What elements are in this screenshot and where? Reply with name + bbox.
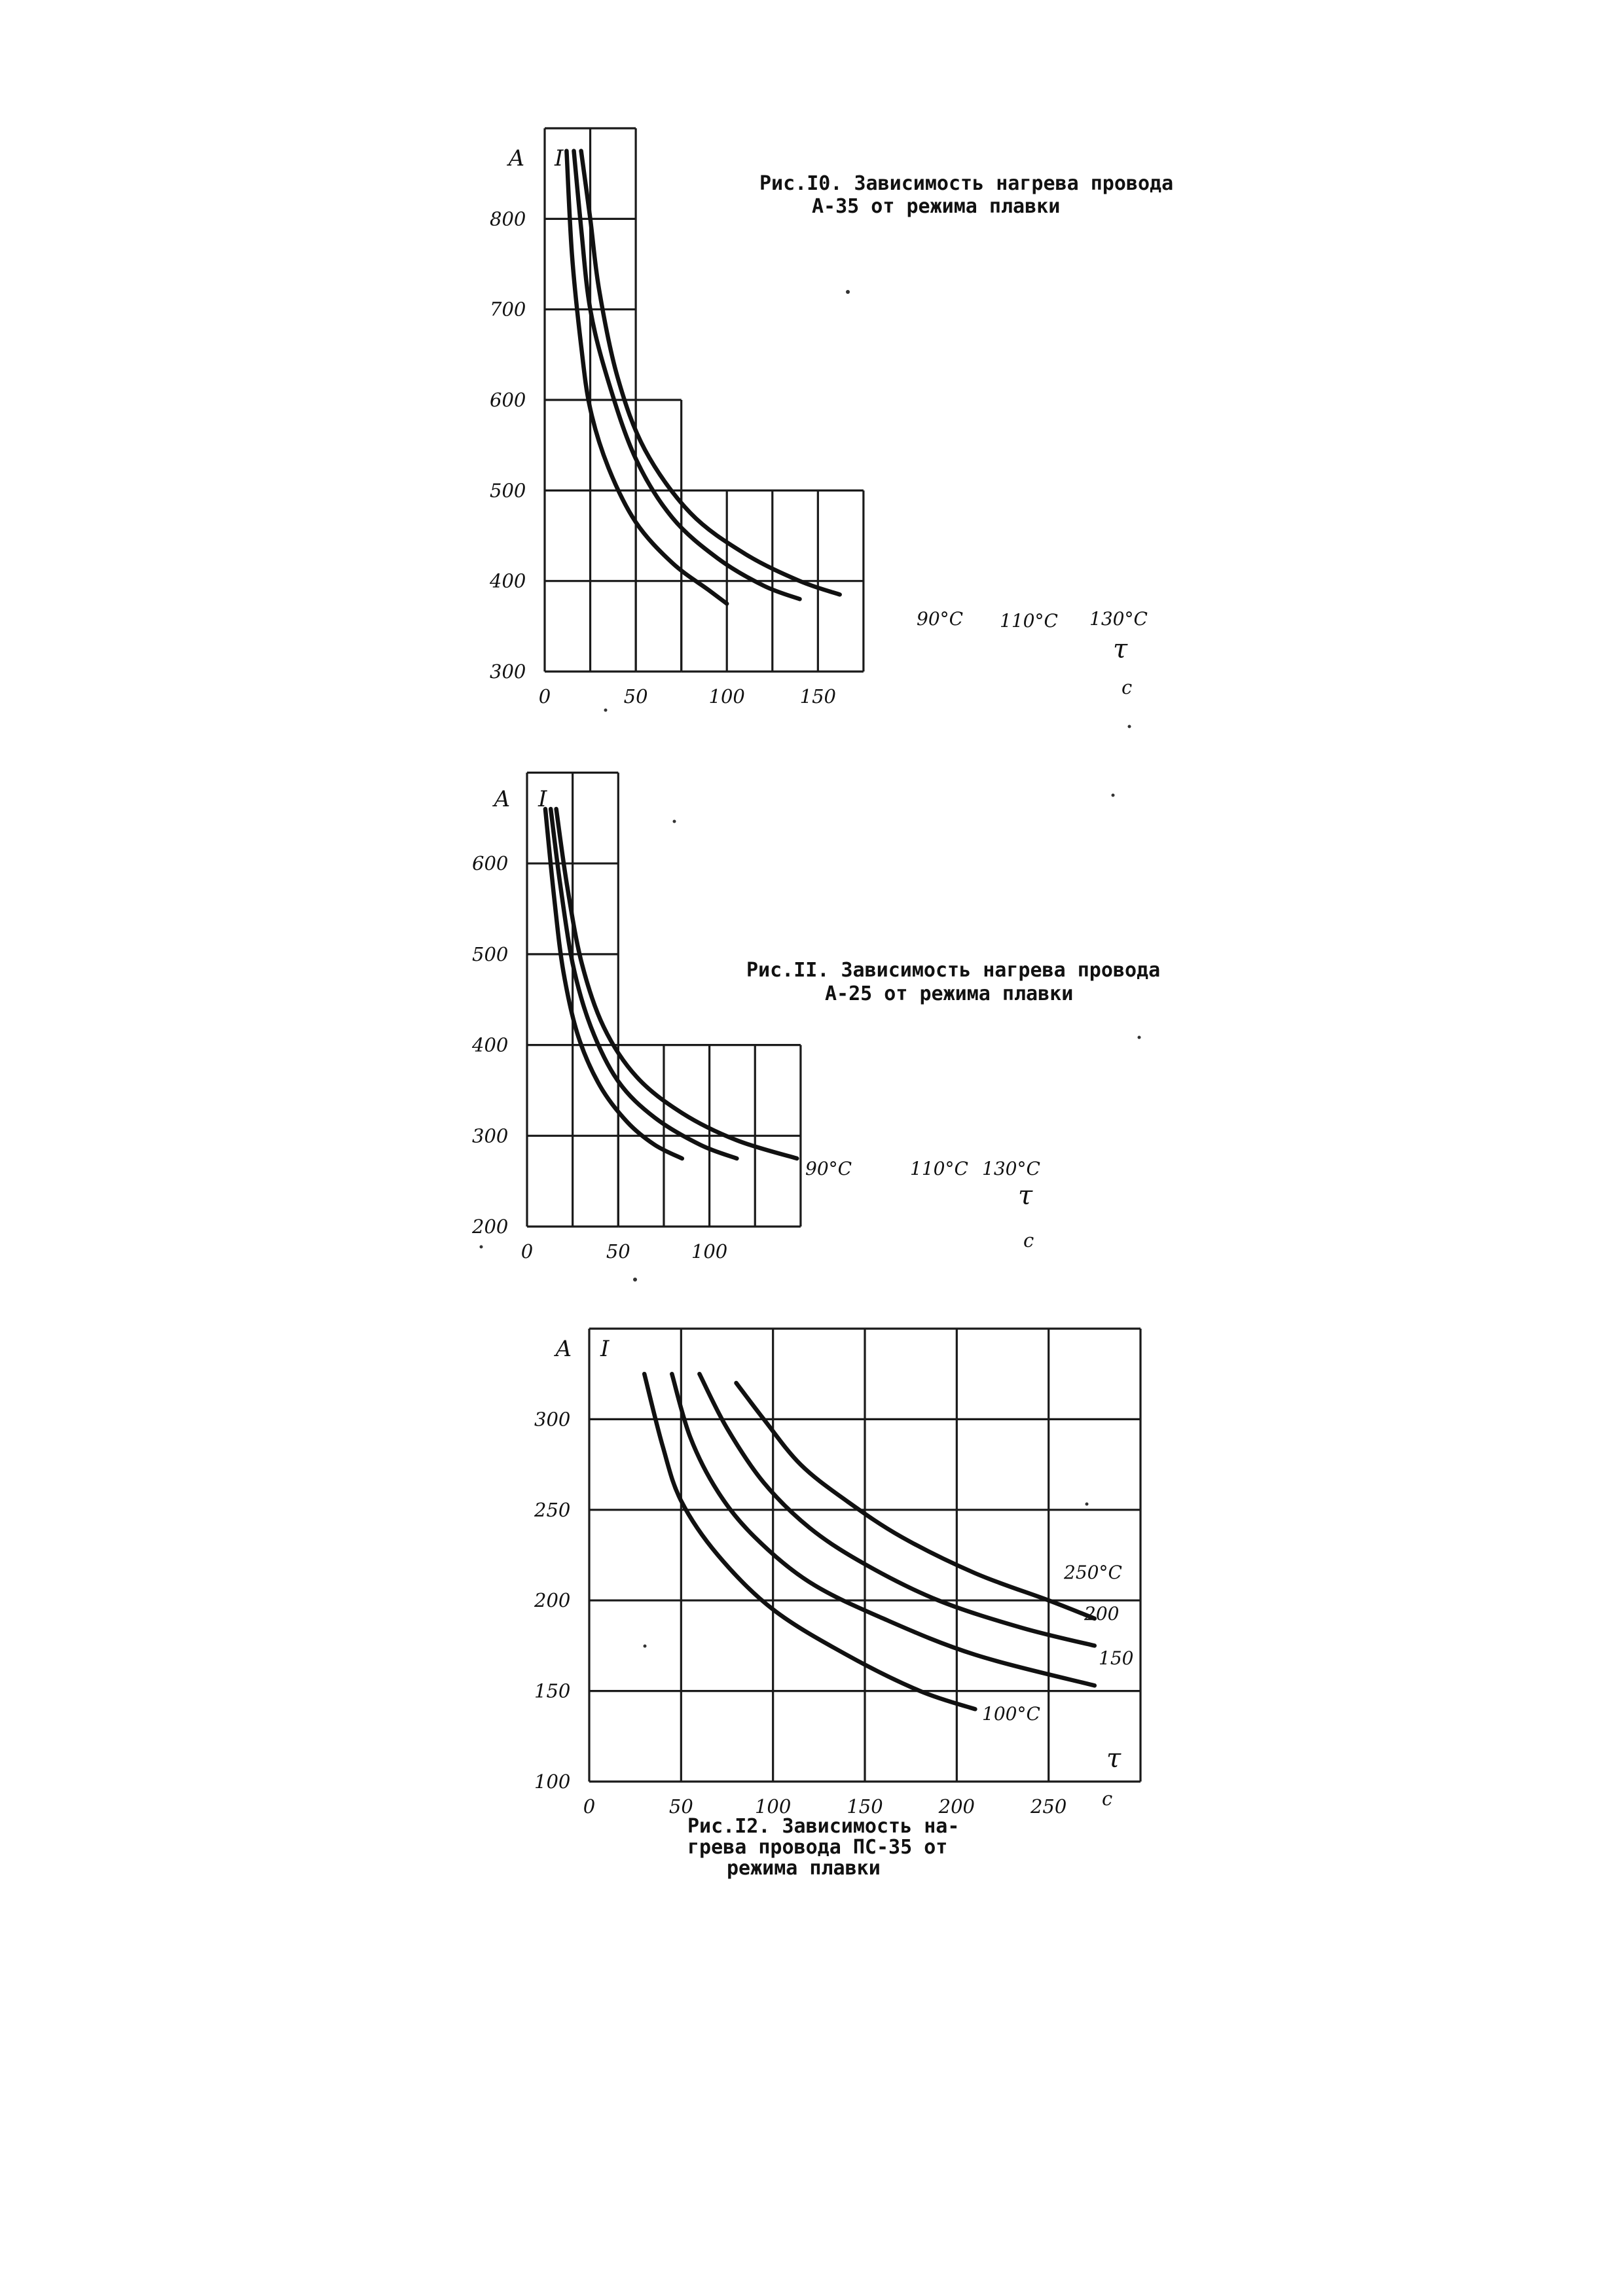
scan-specks [479, 290, 1141, 1648]
y-axis-unit: А [507, 145, 525, 171]
y-tick-label: 100 [534, 1770, 570, 1793]
series-label: 90°C [805, 1158, 852, 1179]
figure-ps35-labels: 0 50 100 150 200 250 100 150 200 250 300 А Iτс 100°C 1… [534, 1336, 1133, 1818]
series-label: 110°C [910, 1158, 968, 1179]
x-axis-label: τ [1106, 1744, 1122, 1774]
y-axis-unit: А [492, 786, 511, 812]
series-label: 90°C [917, 608, 963, 630]
y-tick-label: 700 [490, 298, 526, 321]
x-axis-unit: с [1023, 1229, 1034, 1251]
y-tick-label: 500 [490, 479, 526, 501]
series-line [548, 806, 739, 1161]
figure-a25-caption-line-2: А-25 от режима плавки [825, 982, 1073, 1005]
series-label: 250°C [1063, 1562, 1122, 1583]
series-label: 110°C [1000, 610, 1058, 632]
x-tick-label: 50 [669, 1795, 693, 1818]
y-tick-label: 150 [534, 1680, 570, 1702]
series-label: 100°C [982, 1703, 1040, 1725]
y-tick-label: 400 [489, 570, 526, 592]
y-axis-label: I [600, 1336, 610, 1362]
series-line [697, 1371, 1097, 1648]
x-tick-label: 100 [709, 685, 745, 708]
figure-ps35: 0 50 100 150 200 250 100 150 200 250 300 А Iτс 100°C 1… [534, 1327, 1142, 1880]
figure-a25-labels: 0 50 100 200 300 400 500 600 А Iτс 90°C 110°C 130°C [471, 786, 1040, 1263]
series-label: 130°C [982, 1158, 1040, 1179]
series-line [670, 1371, 1097, 1688]
series-line [543, 806, 685, 1161]
y-axis-label: I [554, 145, 564, 171]
series-label: 150 [1099, 1647, 1133, 1669]
x-axis-label: τ [1018, 1181, 1033, 1211]
figure-ps35-caption-line-1: Рис.I2. Зависимость на- [687, 1815, 959, 1838]
y-tick-label: 300 [490, 660, 526, 683]
x-tick-label: 0 [539, 685, 551, 708]
series-label: 200 [1084, 1603, 1119, 1624]
y-tick-label: 200 [534, 1589, 570, 1611]
y-tick-label: 600 [490, 389, 526, 411]
x-tick-label: 50 [606, 1240, 630, 1263]
x-tick-label: 150 [800, 685, 836, 708]
y-tick-label: 300 [534, 1408, 570, 1430]
x-tick-label: 100 [755, 1795, 791, 1818]
figure-a25-caption-line-1: Рис.II. Зависимость нагрева провода [746, 959, 1160, 982]
y-tick-label: 250 [534, 1499, 570, 1521]
figure-a35-labels: 0 50 100 150 300 400 500 600 700 800 А Iτс 90°C 110°C… [489, 145, 1148, 708]
y-axis-unit: А [554, 1336, 572, 1362]
x-tick-label: 100 [691, 1240, 727, 1263]
x-axis-unit: с [1102, 1787, 1112, 1810]
x-tick-label: 150 [847, 1795, 883, 1818]
x-tick-label: 250 [1030, 1795, 1067, 1818]
y-tick-label: 500 [472, 943, 508, 965]
series-label: 130°C [1089, 608, 1148, 630]
y-tick-label: 800 [490, 207, 526, 230]
x-axis-unit: с [1122, 676, 1132, 698]
y-axis-label: I [538, 786, 547, 812]
x-tick-label: 0 [583, 1795, 595, 1818]
series-line [554, 806, 799, 1161]
figure-ps35-caption-line-3: режима плавки [727, 1857, 881, 1880]
figure-ps35-curves [642, 1371, 1097, 1712]
x-tick-label: 200 [938, 1795, 975, 1818]
figure-a35: 0 50 100 150 300 400 500 600 700 800 А Iτс 90°C 110°C… [489, 127, 1173, 708]
y-tick-label: 200 [471, 1215, 508, 1238]
y-tick-label: 400 [471, 1034, 508, 1056]
figure-a25-grid [526, 771, 802, 1228]
series-line [642, 1371, 977, 1712]
figure-ps35-caption-line-2: грева провода ПС-35 от [687, 1836, 947, 1859]
figure-a25-curves [543, 806, 799, 1161]
series-line [572, 149, 802, 601]
x-tick-label: 50 [624, 685, 648, 708]
x-axis-label: τ [1113, 634, 1128, 664]
series-line [734, 1380, 1097, 1621]
figure-a35-caption-line-1: Рис.I0. Зависимость нагрева провода [759, 172, 1173, 195]
figure-a35-curves [564, 149, 842, 606]
figure-a35-grid [543, 127, 865, 673]
series-line [579, 149, 842, 597]
x-tick-label: 0 [521, 1240, 533, 1263]
series-line [564, 149, 729, 606]
y-tick-label: 600 [472, 852, 508, 874]
y-tick-label: 300 [472, 1124, 508, 1147]
figure-a35-caption-line-2: А-35 от режима плавки [812, 195, 1060, 218]
